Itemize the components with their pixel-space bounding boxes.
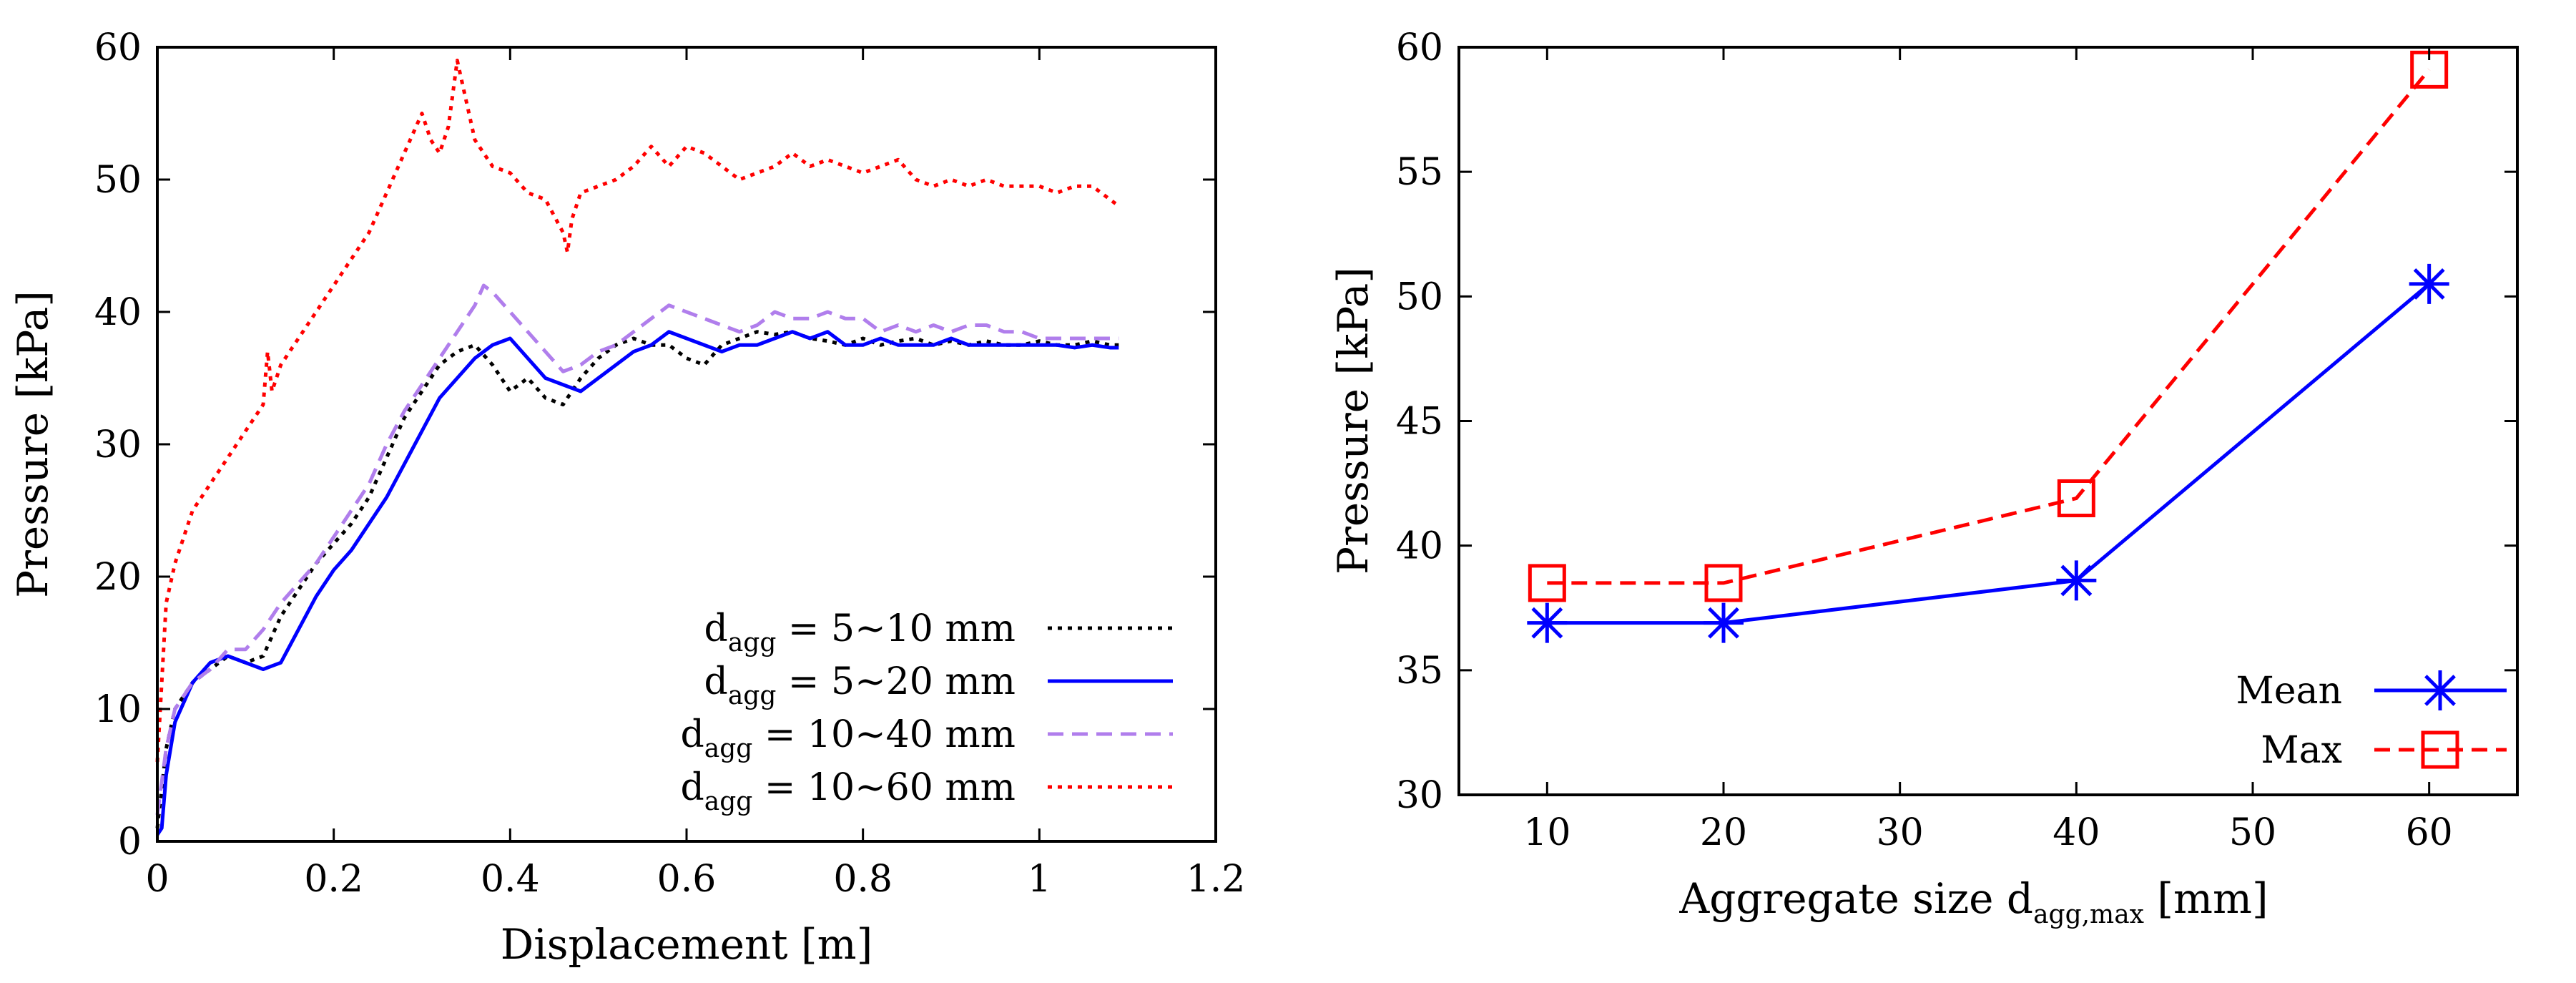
right-point-mean: [1704, 602, 1744, 643]
right-ticks: 10 20 30 40 50 60 30 35 40 45 50 55 60: [1396, 26, 2517, 854]
right-marks: [1527, 50, 2449, 643]
right-y-tick-label: 55: [1396, 151, 1443, 194]
right-x-tick-label: 50: [2229, 811, 2276, 854]
legend-label-rest: = 5~20 mm: [776, 660, 1016, 703]
left-x-tick-label: 0.8: [833, 858, 893, 901]
left-series-line-1: [155, 330, 1119, 828]
right-x-tick-label: 30: [1877, 811, 1924, 854]
left-y-tick-label: 20: [94, 556, 142, 599]
left-ticks: 0 0.2 0.4 0.6 0.8 1 1.2 0 10 20 30 40 50 60: [94, 26, 1246, 901]
left-x-tick-label: 0.2: [304, 858, 363, 901]
left-legend-label-3: dagg = 10~40 mm: [680, 713, 1016, 763]
right-x-tick-label: 10: [1523, 811, 1570, 854]
right-x-tick-label: 20: [1700, 811, 1747, 854]
right-x-axis-label-sub: agg,max: [2033, 900, 2144, 929]
right-legend-label-max: Max: [2261, 729, 2342, 772]
right-chart: 10 20 30 40 50 60 30 35 40 45 50 55 60 Aggregate siz…: [1329, 26, 2519, 929]
right-y-tick-label: 50: [1396, 275, 1443, 318]
right-y-tick-label: 35: [1396, 650, 1443, 693]
left-x-tick-label: 0.6: [657, 858, 717, 901]
right-point-max: [2057, 479, 2095, 517]
left-x-tick-label: 1.2: [1186, 858, 1246, 901]
legend-label-sub: agg: [728, 681, 777, 710]
right-plot-frame: [1457, 46, 2519, 796]
right-point-max: [1528, 564, 1566, 602]
left-y-tick-label: 0: [118, 821, 142, 864]
legend-label-sub: agg: [728, 628, 777, 657]
right-legend-marker-max: [2421, 730, 2459, 769]
left-x-tick-label: 0: [145, 858, 169, 901]
left-y-axis-label: Pressure [kPa]: [9, 290, 57, 598]
right-x-axis-label-rest: [mm]: [2144, 874, 2268, 923]
left-x-tick-label: 0.4: [481, 858, 540, 901]
legend-label-main: d: [680, 766, 704, 809]
right-y-tick-label: 45: [1396, 401, 1443, 444]
legend-label-rest: = 10~60 mm: [752, 766, 1016, 809]
right-point-mean: [2056, 560, 2097, 601]
legend-label-main: d: [704, 660, 728, 703]
right-point-max: [1704, 564, 1743, 602]
left-chart: 0 0.2 0.4 0.6 0.8 1 1.2 0 10 20 30 40 50 60 Displacem…: [9, 26, 1245, 969]
legend-label-rest: = 5~10 mm: [776, 607, 1016, 650]
left-x-tick-label: 1: [1028, 858, 1051, 901]
right-x-tick-label: 60: [2406, 811, 2453, 854]
legend-label-rest: = 10~40 mm: [752, 713, 1016, 756]
right-series-line-max: [1547, 68, 2431, 585]
left-y-tick-label: 40: [94, 291, 142, 334]
left-y-tick-label: 30: [94, 424, 142, 466]
left-legend-label-1: dagg = 5~10 mm: [704, 607, 1016, 657]
legend-label-sub: agg: [704, 787, 753, 816]
legend-label-sub: agg: [704, 734, 753, 763]
left-marks: [155, 59, 1120, 836]
right-legend-marker-mean: [2420, 670, 2460, 710]
right-x-axis-label: Aggregate size dagg,max [mm]: [1678, 874, 2268, 929]
right-y-tick-label: 30: [1396, 774, 1443, 817]
left-y-tick-label: 60: [94, 26, 142, 69]
right-point-mean: [1527, 602, 1568, 643]
left-y-tick-label: 50: [94, 159, 142, 202]
right-y-tick-label: 60: [1396, 26, 1443, 69]
right-point-mean: [2409, 263, 2449, 304]
right-legend: Mean Max: [2236, 670, 2507, 772]
left-legend-label-2: dagg = 5~20 mm: [704, 660, 1016, 710]
right-series-line-mean: [1547, 283, 2431, 625]
left-series-line-4: [155, 59, 1120, 763]
left-series-line-2: [155, 330, 1119, 836]
right-y-axis-label: Pressure [kPa]: [1329, 267, 1377, 574]
right-x-axis-label-main: Aggregate size d: [1678, 874, 2033, 923]
right-y-tick-label: 40: [1396, 525, 1443, 568]
left-x-axis-label: Displacement [m]: [501, 920, 873, 969]
right-x-tick-label: 40: [2053, 811, 2100, 854]
legend-label-main: d: [704, 607, 728, 650]
left-series-line-3: [155, 283, 1119, 816]
left-y-tick-label: 10: [94, 688, 142, 731]
legend-label-main: d: [680, 713, 704, 756]
right-legend-label-mean: Mean: [2236, 670, 2342, 713]
left-legend-label-4: dagg = 10~60 mm: [680, 766, 1016, 816]
